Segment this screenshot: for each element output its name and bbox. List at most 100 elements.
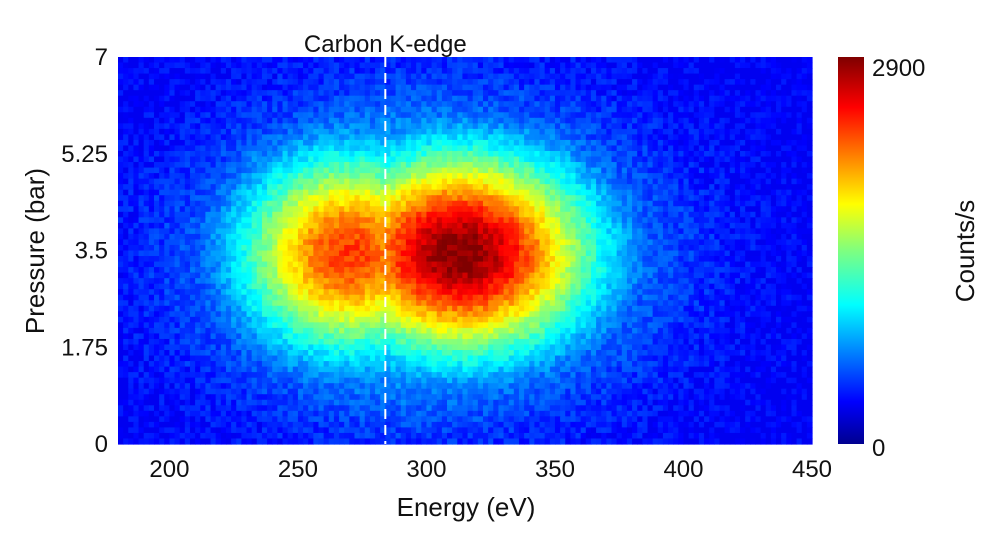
heatmap-cell bbox=[554, 112, 561, 119]
heatmap-cell bbox=[339, 244, 345, 252]
heatmap-cell bbox=[781, 117, 787, 124]
heatmap-cell bbox=[709, 200, 715, 207]
heatmap-cell bbox=[642, 106, 649, 113]
heatmap-cell bbox=[133, 139, 140, 147]
heatmap-cell bbox=[174, 117, 181, 124]
heatmap-cell bbox=[118, 139, 124, 147]
heatmap-cell bbox=[698, 162, 705, 169]
heatmap-cell bbox=[529, 101, 535, 108]
heatmap-cell bbox=[405, 250, 412, 257]
heatmap-cell bbox=[606, 57, 613, 64]
heatmap-cell bbox=[380, 95, 386, 102]
heatmap-cell bbox=[323, 178, 330, 185]
heatmap-cell bbox=[662, 68, 669, 75]
heatmap-cell bbox=[339, 150, 345, 158]
heatmap-cell bbox=[282, 112, 289, 119]
heatmap-cell bbox=[493, 228, 500, 235]
heatmap-cell bbox=[431, 68, 438, 75]
heatmap-cell bbox=[719, 162, 726, 169]
heatmap-cell bbox=[724, 167, 731, 174]
heatmap-cell bbox=[380, 106, 386, 113]
heatmap-cell bbox=[760, 222, 767, 229]
heatmap-cell bbox=[529, 84, 535, 91]
heatmap-cell bbox=[148, 101, 155, 108]
heatmap-cell bbox=[292, 239, 299, 246]
heatmap-cell bbox=[457, 123, 464, 130]
heatmap-cell bbox=[616, 244, 623, 252]
heatmap-cell bbox=[220, 84, 227, 91]
heatmap-cell bbox=[277, 189, 284, 196]
heatmap-cell bbox=[359, 200, 366, 207]
heatmap-cell bbox=[755, 256, 762, 263]
heatmap-cell bbox=[740, 101, 746, 108]
heatmap-cell bbox=[128, 128, 135, 135]
heatmap-cell bbox=[513, 57, 520, 64]
heatmap-cell bbox=[806, 90, 813, 97]
heatmap-cell bbox=[513, 239, 520, 246]
heatmap-cell bbox=[698, 233, 705, 241]
heatmap-cell bbox=[786, 73, 793, 80]
heatmap-cell bbox=[421, 123, 428, 130]
heatmap-cell bbox=[416, 156, 422, 163]
heatmap-cell bbox=[714, 79, 721, 86]
heatmap-cell bbox=[549, 250, 556, 257]
heatmap-cell bbox=[118, 233, 124, 241]
heatmap-cell bbox=[169, 200, 176, 207]
heatmap-cell bbox=[441, 95, 448, 102]
heatmap-cell bbox=[698, 145, 705, 152]
heatmap-cell bbox=[786, 150, 793, 158]
heatmap-cell bbox=[143, 244, 150, 252]
heatmap-cell bbox=[606, 117, 613, 124]
heatmap-cell bbox=[518, 68, 525, 75]
heatmap-cell bbox=[534, 62, 541, 69]
heatmap-cell bbox=[231, 123, 237, 130]
heatmap-cell bbox=[159, 106, 165, 113]
heatmap-cell bbox=[719, 106, 726, 113]
heatmap-cell bbox=[272, 167, 278, 174]
heatmap-cell bbox=[411, 256, 417, 263]
heatmap-cell bbox=[251, 101, 258, 108]
heatmap-cell bbox=[770, 123, 777, 130]
heatmap-cell bbox=[236, 57, 242, 64]
heatmap-cell bbox=[390, 250, 397, 257]
heatmap-cell bbox=[189, 90, 196, 97]
heatmap-cell bbox=[642, 239, 649, 246]
heatmap-cell bbox=[740, 128, 746, 135]
heatmap-cell bbox=[596, 117, 602, 124]
heatmap-cell bbox=[159, 167, 165, 174]
heatmap-cell bbox=[251, 79, 258, 86]
heatmap-cell bbox=[416, 62, 422, 69]
heatmap-cell bbox=[621, 217, 628, 224]
heatmap-cell bbox=[791, 73, 798, 80]
heatmap-cell bbox=[118, 211, 124, 218]
heatmap-cell bbox=[457, 256, 464, 263]
heatmap-cell bbox=[765, 167, 772, 174]
heatmap-cell bbox=[554, 57, 561, 64]
heatmap-cell bbox=[452, 62, 458, 69]
heatmap-cell bbox=[740, 57, 746, 64]
heatmap-cell bbox=[380, 128, 386, 135]
heatmap-cell bbox=[292, 73, 299, 80]
heatmap-cell bbox=[133, 90, 140, 97]
heatmap-cell bbox=[683, 134, 690, 141]
heatmap-cell bbox=[380, 189, 386, 196]
heatmap-cell bbox=[452, 244, 458, 252]
heatmap-cell bbox=[200, 239, 206, 246]
heatmap-cell bbox=[236, 68, 242, 75]
heatmap-cell bbox=[308, 73, 314, 80]
heatmap-cell bbox=[333, 239, 340, 246]
heatmap-cell bbox=[518, 189, 525, 196]
heatmap-cell bbox=[354, 156, 361, 163]
heatmap-cell bbox=[431, 123, 438, 130]
heatmap-cell bbox=[328, 106, 335, 113]
heatmap-cell bbox=[225, 206, 232, 213]
heatmap-cell bbox=[159, 128, 165, 135]
heatmap-cell bbox=[354, 73, 361, 80]
heatmap-cell bbox=[729, 106, 736, 113]
heatmap-cell bbox=[313, 206, 320, 213]
heatmap-cell bbox=[457, 90, 464, 97]
heatmap-cell bbox=[364, 222, 371, 229]
heatmap-cell bbox=[683, 139, 690, 147]
heatmap-cell bbox=[688, 206, 695, 213]
heatmap-cell bbox=[740, 162, 746, 169]
